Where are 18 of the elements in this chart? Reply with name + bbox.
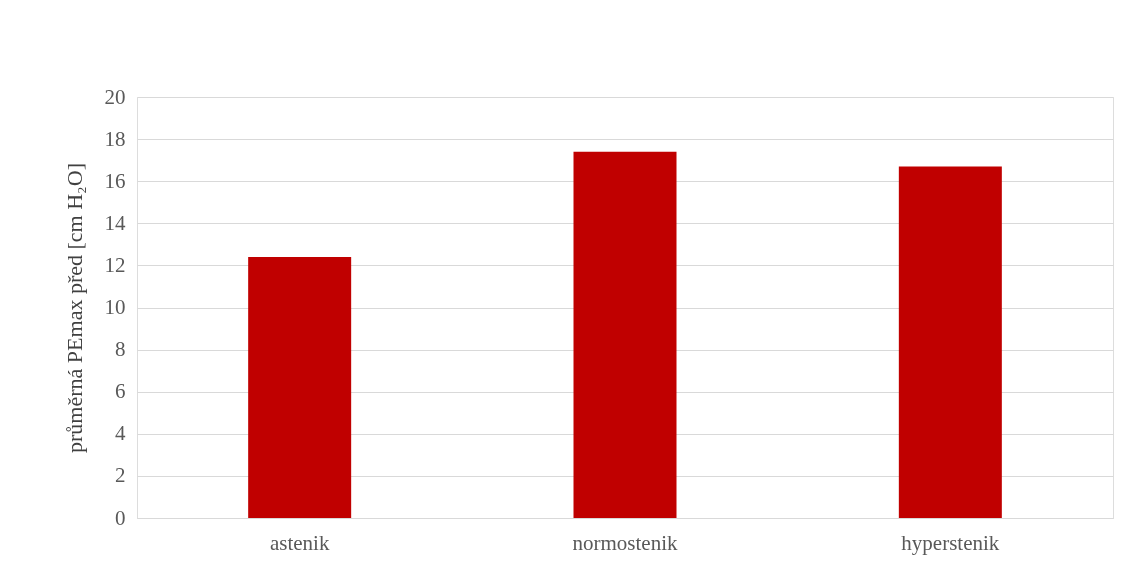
y-tick-label: 6 (115, 379, 126, 404)
y-tick-label: 4 (115, 421, 126, 446)
y-tick-label: 18 (104, 126, 126, 151)
x-tick-label: normostenik (572, 530, 678, 555)
bar (573, 151, 677, 518)
y-tick-label: 14 (104, 210, 126, 235)
y-tick-label: 10 (104, 295, 126, 319)
x-tick-label: hyperstenik (901, 530, 1000, 555)
x-tick-label: astenik (269, 530, 330, 555)
y-tick-label: 8 (115, 337, 126, 362)
y-tick-label: 2 (115, 463, 126, 488)
bar (898, 166, 1002, 518)
y-tick-label: 12 (104, 252, 126, 277)
y-tick-label: 20 (104, 84, 126, 109)
y-tick-label: 0 (115, 505, 126, 530)
y-tick-label: 16 (104, 168, 126, 193)
bar (248, 256, 352, 518)
y-axis-title: průměrná PEmax před [cm H₂O] (61, 163, 87, 453)
